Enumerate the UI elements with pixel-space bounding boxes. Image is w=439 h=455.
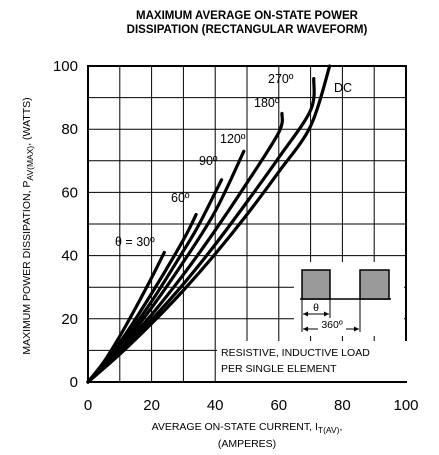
y-tick-label: 60 (61, 184, 78, 201)
y-tick-label: 20 (61, 311, 78, 328)
curve-label-120: 120º (220, 132, 246, 146)
chart-title-line1: MAXIMUM AVERAGE ON-STATE POWER (136, 10, 359, 22)
x-tick-label: 100 (393, 397, 418, 414)
x-axis-label-suffix: , (339, 421, 342, 433)
note-background (217, 341, 407, 381)
curve-label-90: 90º (199, 154, 218, 168)
x-axis-units: (AMPERES) (218, 438, 276, 450)
waveform-pulse-1 (301, 269, 331, 300)
period-label: 360º (321, 319, 343, 331)
y-tick-label: 0 (70, 374, 78, 391)
chart-title-line2: DISSIPATION (RECTANGULAR WAVEFORM) (127, 24, 368, 36)
x-tick-label: 0 (84, 397, 92, 414)
curve-label-30: θ = 30º (115, 235, 155, 249)
theta-label: θ (313, 302, 319, 314)
series-line-4 (86, 111, 284, 384)
note-line2: PER SINGLE ELEMENT (221, 363, 337, 375)
period-arrow-right (354, 326, 359, 332)
plot-frame (87, 65, 407, 383)
curve-label-60: 60º (171, 191, 190, 205)
x-tick-label: 80 (334, 397, 351, 414)
series-line-2 (86, 178, 224, 384)
y-axis-label-main: MAXIMUM POWER DISSIPATION, P (21, 181, 33, 355)
x-axis-label-main: AVERAGE ON-STATE CURRENT, I (152, 421, 318, 433)
y-axis-label: MAXIMUM POWER DISSIPATION, PAV(MAX), (WA… (21, 97, 35, 354)
x-tick-label: 40 (207, 397, 224, 414)
waveform-pulse-2 (359, 269, 390, 300)
x-tick-labels: 0 20 40 60 80 100 (84, 397, 419, 414)
waveform-inset: θ 360º (294, 262, 404, 336)
y-tick-label: 100 (53, 58, 78, 75)
y-axis-label-suffix: , (WATTS) (21, 97, 33, 145)
period-arrow-left (303, 326, 308, 332)
curve-label-270: 270º (268, 72, 294, 86)
y-tick-label: 40 (61, 248, 78, 265)
x-tick-label: 60 (270, 397, 287, 414)
period-label-background (318, 319, 346, 330)
series-line-6 (86, 64, 332, 384)
y-tick-label: 80 (61, 121, 78, 138)
x-axis-label-sub: T(AV) (318, 425, 340, 435)
curves (86, 64, 332, 384)
theta-arrow-right (324, 311, 329, 317)
curve-label-dc: DC (334, 81, 352, 95)
y-tick-labels: 0 20 40 60 80 100 (53, 58, 78, 391)
x-tick-label: 20 (143, 397, 160, 414)
note-line1: RESISTIVE, INDUCTIVE LOAD (221, 347, 370, 359)
curve-label-180: 180º (254, 96, 280, 110)
theta-arrow-left (303, 311, 308, 317)
y-axis-label-sub: AV(MAX) (25, 146, 35, 181)
x-axis-label: AVERAGE ON-STATE CURRENT, IT(AV), (152, 421, 343, 435)
